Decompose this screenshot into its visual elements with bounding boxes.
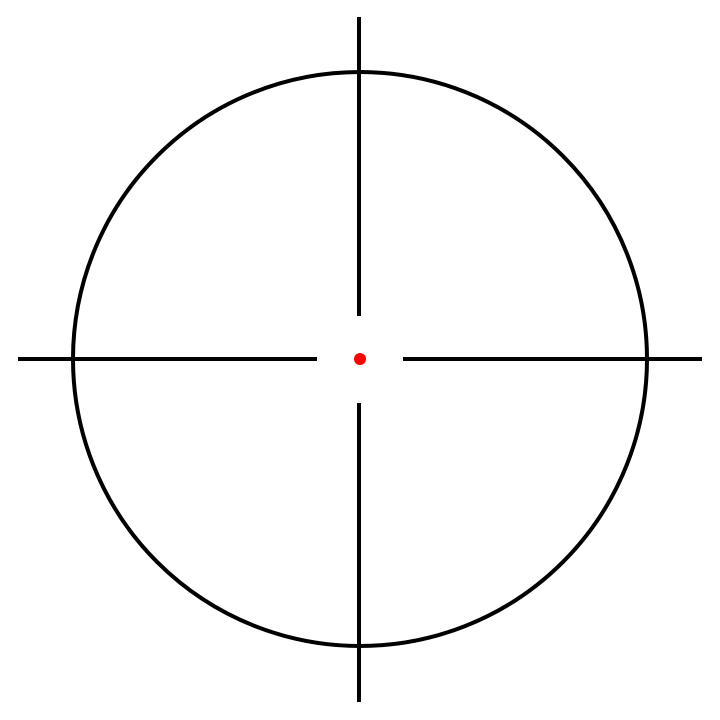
- center-dot-icon: [354, 353, 366, 365]
